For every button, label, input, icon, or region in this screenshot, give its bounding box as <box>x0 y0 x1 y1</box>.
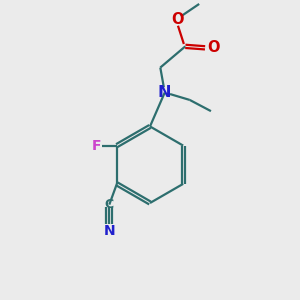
Text: O: O <box>172 12 184 27</box>
Text: N: N <box>158 85 172 100</box>
Text: C: C <box>105 198 114 211</box>
Text: N: N <box>103 224 115 238</box>
Text: O: O <box>207 40 219 55</box>
Text: F: F <box>92 139 101 153</box>
